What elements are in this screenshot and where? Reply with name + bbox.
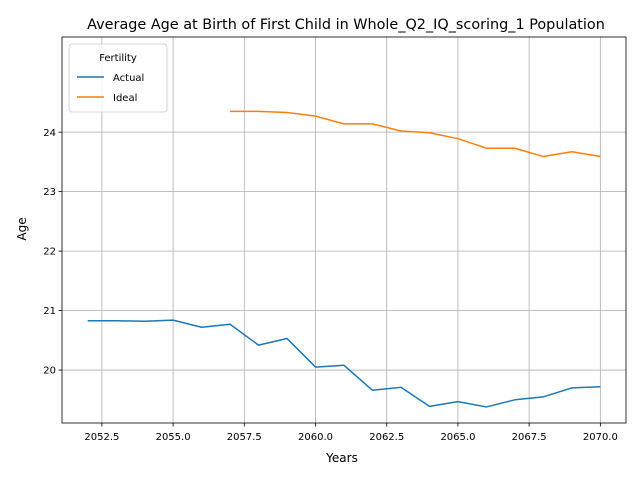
x-axis-label: Years	[325, 451, 358, 465]
x-tick-label: 2055.0	[156, 432, 191, 443]
x-tick-label: 2062.5	[369, 432, 404, 443]
series-line-actual	[87, 319, 601, 408]
x-tick-label: 2065.0	[440, 432, 475, 443]
y-tick-label: 21	[43, 306, 56, 317]
y-tick-label: 24	[43, 128, 56, 139]
y-tick-label: 23	[43, 187, 56, 198]
y-tick-label: 22	[43, 247, 56, 258]
x-tick-label: 2070.0	[583, 432, 618, 443]
axis-ticks: 2052.5 2055.0 2057.5 2060.0 2062.5 2065.0 2067…	[43, 128, 618, 443]
series-line-ideal	[230, 110, 601, 158]
grid	[62, 37, 626, 423]
legend-label-ideal: Ideal	[113, 93, 137, 104]
x-tick-label: 2060.0	[298, 432, 333, 443]
y-tick-label: 20	[43, 366, 56, 377]
legend-title: Fertility	[99, 53, 137, 64]
chart-title: Average Age at Birth of First Child in W…	[87, 17, 605, 33]
x-tick-label: 2052.5	[84, 432, 119, 443]
legend-label-actual: Actual	[113, 73, 144, 84]
y-axis-label: Age	[15, 217, 29, 240]
legend-box	[68, 43, 168, 113]
plot-frame	[61, 36, 627, 424]
series-lines	[87, 110, 601, 408]
x-tick-label: 2067.5	[512, 432, 547, 443]
legend: Fertility Actual Ideal	[68, 43, 168, 113]
x-tick-label: 2057.5	[227, 432, 262, 443]
